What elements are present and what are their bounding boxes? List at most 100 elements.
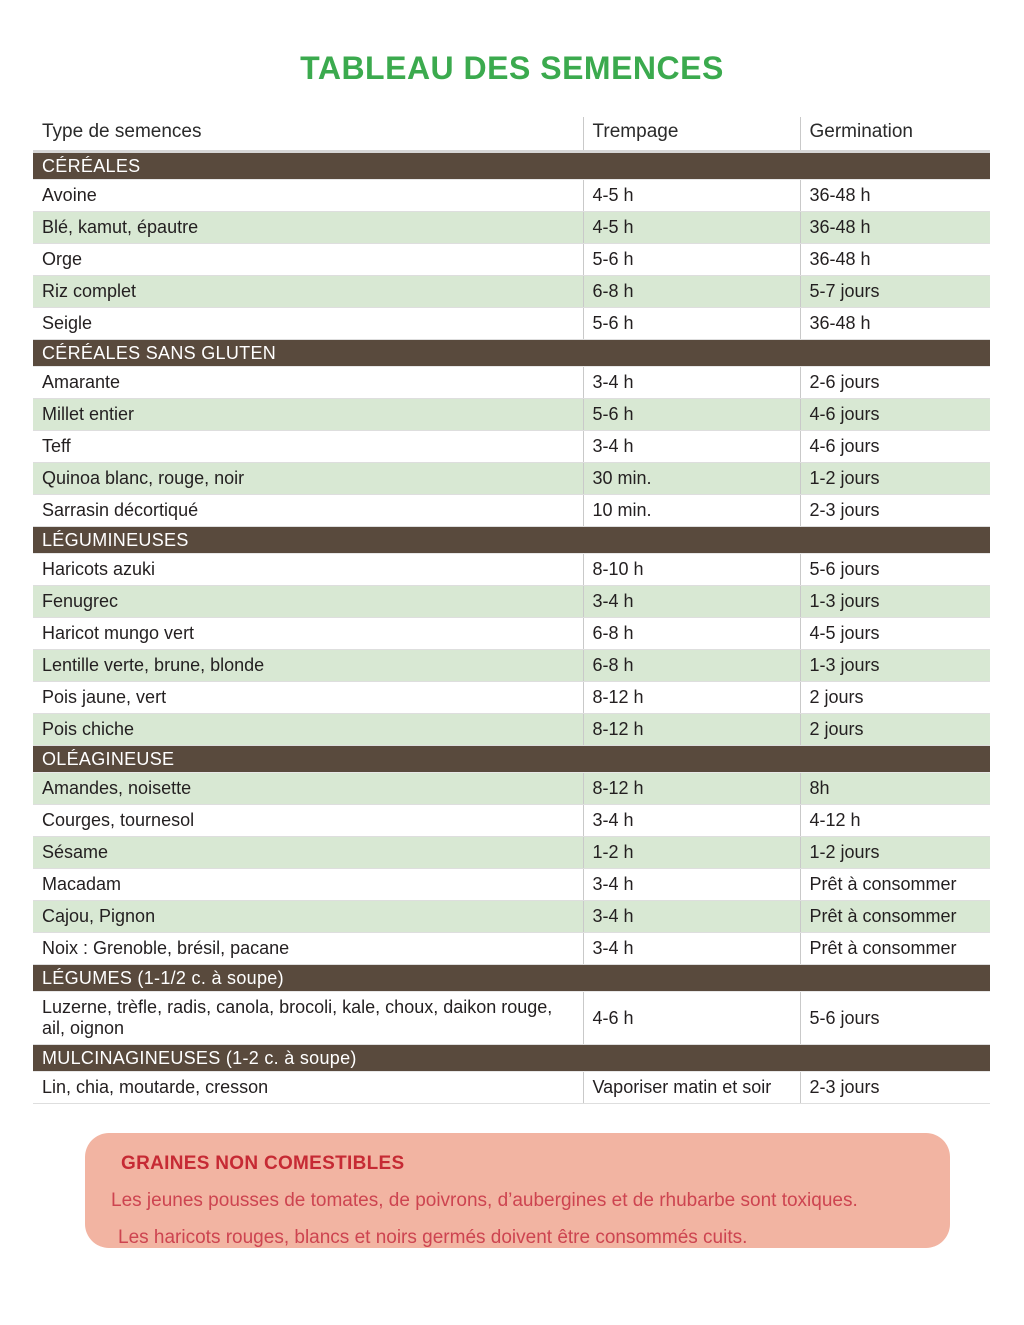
table-row: Lentille verte, brune, blonde 6-8 h 1-3 jo… <box>33 649 990 682</box>
germination-cell: 1-2 jours <box>799 836 990 869</box>
trempage-cell: 3-4 h <box>582 804 800 837</box>
trempage-cell: 6-8 h <box>582 275 800 308</box>
trempage-cell: 8-12 h <box>582 772 800 805</box>
table-row: Haricot mungo vert 6-8 h 4-5 jours <box>33 617 990 650</box>
seed-type-cell: Blé, kamut, épautre <box>33 211 583 244</box>
table-row: Orge 5-6 h 36-48 h <box>33 243 990 276</box>
section-header-label: CÉRÉALES SANS GLUTEN <box>33 339 990 367</box>
table-row: Riz complet 6-8 h 5-7 jours <box>33 275 990 308</box>
germination-cell: 4-6 jours <box>799 430 990 463</box>
trempage-cell: 6-8 h <box>582 649 800 682</box>
section-header-label: LÉGUMINEUSES <box>33 526 990 554</box>
germination-cell: 2 jours <box>799 681 990 714</box>
section-header-label: OLÉAGINEUSE <box>33 745 990 773</box>
table-row: Macadam 3-4 h Prêt à consommer <box>33 868 990 901</box>
trempage-cell: 3-4 h <box>582 932 800 965</box>
seed-type-cell: Amarante <box>33 366 583 399</box>
trempage-cell: 6-8 h <box>582 617 800 650</box>
trempage-cell: 3-4 h <box>582 585 800 618</box>
seed-type-cell: Teff <box>33 430 583 463</box>
table-row: Sarrasin décortiqué 10 min. 2-3 jours <box>33 494 990 527</box>
section-header-label: LÉGUMES (1-1/2 c. à soupe) <box>33 964 990 992</box>
section-header-label: CÉRÉALES <box>33 151 990 180</box>
germination-cell: Prêt à consommer <box>799 868 990 901</box>
seed-type-cell: Seigle <box>33 307 583 340</box>
germination-cell: 4-5 jours <box>799 617 990 650</box>
seed-type-cell: Pois jaune, vert <box>33 681 583 714</box>
section-header-label: MULCINAGINEUSES (1-2 c. à soupe) <box>33 1044 990 1072</box>
table-row: Fenugrec 3-4 h 1-3 jours <box>33 585 990 618</box>
seed-type-cell: Riz complet <box>33 275 583 308</box>
section-header-row: LÉGUMES (1-1/2 c. à soupe) <box>33 964 990 992</box>
warning-line: Les haricots rouges, blancs et noirs ger… <box>118 1227 748 1248</box>
trempage-cell: 3-4 h <box>582 900 800 933</box>
section-header-row: CÉRÉALES SANS GLUTEN <box>33 339 990 367</box>
warning-title: GRAINES NON COMESTIBLES <box>121 1153 405 1174</box>
seed-type-cell: Millet entier <box>33 398 583 431</box>
germination-cell: 1-3 jours <box>799 649 990 682</box>
trempage-cell: 4-6 h <box>582 991 800 1045</box>
table-row: Amandes, noisette 8-12 h 8h <box>33 772 990 805</box>
trempage-cell: 4-5 h <box>582 179 800 212</box>
section-header-row: LÉGUMINEUSES <box>33 526 990 554</box>
germination-cell: 36-48 h <box>799 179 990 212</box>
trempage-cell: 3-4 h <box>582 868 800 901</box>
section-header-row: MULCINAGINEUSES (1-2 c. à soupe) <box>33 1044 990 1072</box>
germination-cell: Prêt à consommer <box>799 900 990 933</box>
warning-box: GRAINES NON COMESTIBLES Les jeunes pouss… <box>85 1133 950 1248</box>
table-row: Seigle 5-6 h 36-48 h <box>33 307 990 340</box>
germination-cell: 2-3 jours <box>799 1071 990 1104</box>
table-row: Millet entier 5-6 h 4-6 jours <box>33 398 990 431</box>
seed-type-cell: Sésame <box>33 836 583 869</box>
trempage-cell: 8-12 h <box>582 681 800 714</box>
warning-line: Les jeunes pousses de tomates, de poivro… <box>111 1190 858 1211</box>
germination-cell: 5-6 jours <box>799 553 990 586</box>
seed-type-cell: Noix : Grenoble, brésil, pacane <box>33 932 583 965</box>
seed-type-cell: Quinoa blanc, rouge, noir <box>33 462 583 495</box>
section-header-row: CÉRÉALES <box>33 151 990 180</box>
seed-type-cell: Macadam <box>33 868 583 901</box>
page-title: TABLEAU DES SEMENCES <box>300 50 724 86</box>
table-row: Sésame 1-2 h 1-2 jours <box>33 836 990 869</box>
table-row: Luzerne, trèfle, radis, canola, brocoli,… <box>33 991 990 1045</box>
germination-cell: 1-3 jours <box>799 585 990 618</box>
section-header-row: OLÉAGINEUSE <box>33 745 990 773</box>
seed-type-cell: Haricot mungo vert <box>33 617 583 650</box>
seed-type-cell: Pois chiche <box>33 713 583 746</box>
germination-cell: 36-48 h <box>799 243 990 276</box>
table-row: Noix : Grenoble, brésil, pacane 3-4 h Prêt… <box>33 932 990 965</box>
seed-type-cell: Luzerne, trèfle, radis, canola, brocoli,… <box>33 991 583 1045</box>
germination-cell: 36-48 h <box>799 211 990 244</box>
germination-cell: 2 jours <box>799 713 990 746</box>
trempage-cell: 8-10 h <box>582 553 800 586</box>
trempage-cell: 3-4 h <box>582 430 800 463</box>
seed-type-cell: Haricots azuki <box>33 553 583 586</box>
table-row: Quinoa blanc, rouge, noir 30 min. 1-2 jour… <box>33 462 990 495</box>
column-header-germination: Germination <box>799 117 990 153</box>
seed-type-cell: Lin, chia, moutarde, cresson <box>33 1071 583 1104</box>
seed-type-cell: Avoine <box>33 179 583 212</box>
seed-type-cell: Amandes, noisette <box>33 772 583 805</box>
germination-cell: 8h <box>799 772 990 805</box>
table-row: Blé, kamut, épautre 4-5 h 36-48 h <box>33 211 990 244</box>
germination-cell: Prêt à consommer <box>799 932 990 965</box>
seed-type-cell: Fenugrec <box>33 585 583 618</box>
germination-cell: 4-6 jours <box>799 398 990 431</box>
seed-type-cell: Courges, tournesol <box>33 804 583 837</box>
trempage-cell: 5-6 h <box>582 243 800 276</box>
table-row: Haricots azuki 8-10 h 5-6 jours <box>33 553 990 586</box>
germination-cell: 4-12 h <box>799 804 990 837</box>
table-row: Lin, chia, moutarde, cresson Vaporiser ma… <box>33 1071 990 1104</box>
table-row: Courges, tournesol 3-4 h 4-12 h <box>33 804 990 837</box>
column-header-seed-type: Type de semences <box>33 117 583 153</box>
seed-type-cell: Sarrasin décortiqué <box>33 494 583 527</box>
table-row: Amarante 3-4 h 2-6 jours <box>33 366 990 399</box>
header-row: Type de semences Trempage Germination <box>33 117 990 153</box>
germination-cell: 5-7 jours <box>799 275 990 308</box>
seed-table: Type de semences Trempage Germination CÉRÉ… <box>33 117 990 1104</box>
seed-type-cell: Cajou, Pignon <box>33 900 583 933</box>
trempage-cell: 5-6 h <box>582 307 800 340</box>
table-row: Cajou, Pignon 3-4 h Prêt à consommer <box>33 900 990 933</box>
